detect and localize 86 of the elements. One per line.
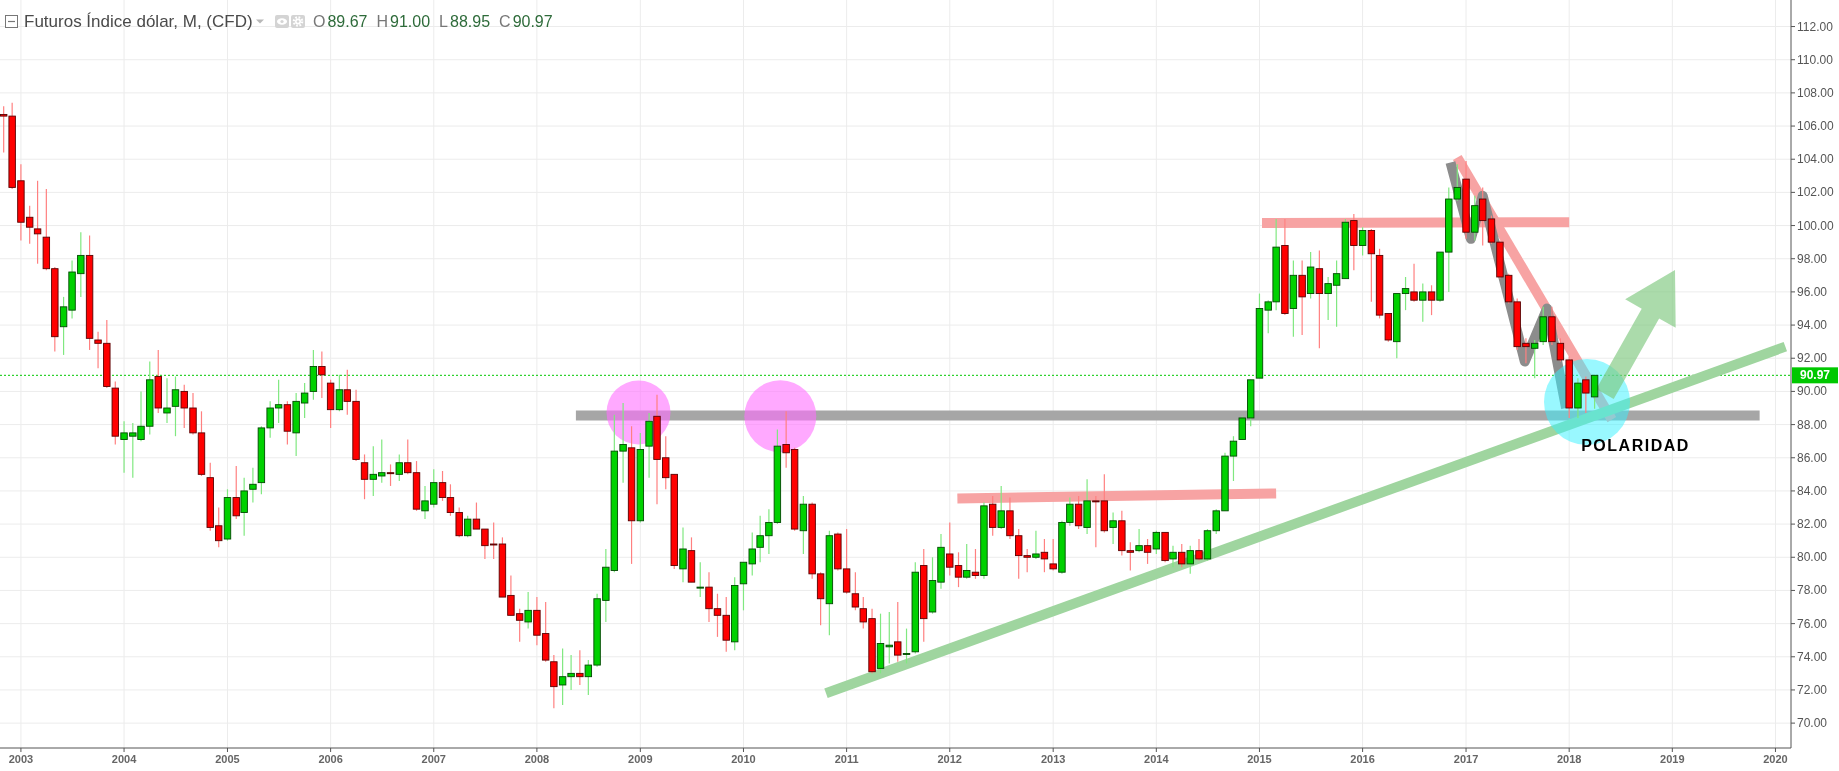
candlestick <box>524 591 532 630</box>
y-tick-label: 92.00 <box>1797 351 1828 366</box>
candlestick <box>395 453 403 482</box>
y-tick-label: 74.00 <box>1797 649 1828 664</box>
text: O89.67 H91.00 L88.95 C90.97 <box>313 13 553 30</box>
x-tick-label: 2004 <box>111 753 138 765</box>
y-tick-label: 72.00 <box>1797 682 1828 697</box>
y-tick-label: 86.00 <box>1797 450 1828 465</box>
candlestick <box>989 495 997 537</box>
candlestick <box>851 571 860 611</box>
candlestick <box>1367 228 1376 303</box>
y-tick-label: 104.00 <box>1797 152 1835 167</box>
x-tick-label: 2017 <box>1453 753 1479 765</box>
candlestick <box>576 649 584 686</box>
y-tick-label: 88.00 <box>1797 417 1828 432</box>
candlestick <box>386 463 395 487</box>
x-tick-label: 2008 <box>524 753 550 765</box>
candlestick <box>1582 375 1590 414</box>
candlestick <box>997 485 1005 530</box>
y-tick-label: 96.00 <box>1797 284 1828 299</box>
x-tick-label: 2019 <box>1660 753 1685 765</box>
y-tick-label: 76.00 <box>1797 616 1828 631</box>
y-tick-label: 110.00 <box>1797 52 1834 67</box>
x-tick-label: 2005 <box>215 753 240 765</box>
candlestick <box>318 351 326 399</box>
x-tick-label: 2012 <box>937 753 962 765</box>
x-tick-label: 2003 <box>8 753 34 765</box>
ref-line-label: 90.97 <box>1799 368 1831 383</box>
x-tick-label: 2009 <box>628 753 653 765</box>
candlestick <box>1074 495 1083 530</box>
candlestick <box>1135 528 1143 553</box>
candlestick <box>1195 538 1203 562</box>
x-tick-label: 2010 <box>731 753 756 765</box>
candlestick <box>163 377 171 424</box>
y-tick-label: 108.00 <box>1797 85 1835 100</box>
candlestick <box>1143 538 1152 565</box>
candlestick <box>1298 259 1306 336</box>
candlestick <box>963 543 971 580</box>
candlestick <box>240 477 248 537</box>
candlestick <box>1169 545 1177 568</box>
y-tick-label: 78.00 <box>1797 583 1828 598</box>
candlestick <box>1109 511 1117 545</box>
candlestick <box>249 467 257 504</box>
candlestick <box>1419 283 1427 323</box>
candlestick <box>232 465 240 520</box>
annotation: POLARIDAD <box>1581 436 1690 454</box>
candlestick <box>171 375 180 437</box>
candlestick <box>1152 530 1161 555</box>
candlestick <box>902 627 911 665</box>
x-tick-label: 2007 <box>421 753 446 765</box>
candlestick <box>1178 543 1186 568</box>
candlestick <box>894 601 902 663</box>
y-tick-label: 90.00 <box>1797 384 1828 399</box>
candlestick <box>1427 284 1436 316</box>
candlestick <box>33 180 42 265</box>
candlestick <box>1410 263 1418 303</box>
y-tick-label: 112.00 <box>1797 19 1834 34</box>
x-tick-label: 2006 <box>318 753 343 765</box>
x-tick-label: 2015 <box>1247 753 1272 765</box>
x-tick-label: 2011 <box>834 753 859 765</box>
y-tick-label: 94.00 <box>1797 318 1828 333</box>
y-tick-label: 82.00 <box>1797 517 1828 532</box>
candlestick <box>696 561 704 598</box>
candlestick <box>360 453 369 500</box>
y-tick-label: 98.00 <box>1797 251 1828 266</box>
candlestick <box>1049 538 1057 572</box>
y-tick-label: 100.00 <box>1797 218 1835 233</box>
y-tick-label: 106.00 <box>1797 119 1835 134</box>
x-tick-label: 2014 <box>1144 753 1170 765</box>
candlestick <box>971 548 980 580</box>
y-tick-label: 102.00 <box>1797 185 1835 200</box>
candlestick <box>679 526 687 583</box>
candlestick <box>1032 530 1040 560</box>
x-tick-label: 2020 <box>1763 753 1788 765</box>
x-tick-label: 2016 <box>1350 753 1375 765</box>
y-tick-label: 70.00 <box>1797 716 1828 731</box>
candlestick <box>1358 226 1367 257</box>
candlestick <box>1590 374 1599 410</box>
text: Futuros Índice dólar, M, (CFD) <box>24 12 253 31</box>
y-tick-label: 84.00 <box>1797 483 1828 498</box>
x-tick-label: 2013 <box>1040 753 1066 765</box>
candlestick <box>1186 545 1194 575</box>
candlestick <box>463 515 472 538</box>
x-tick-label: 2018 <box>1556 753 1582 765</box>
y-tick-label: 80.00 <box>1797 550 1828 565</box>
candlestick <box>1040 538 1049 573</box>
